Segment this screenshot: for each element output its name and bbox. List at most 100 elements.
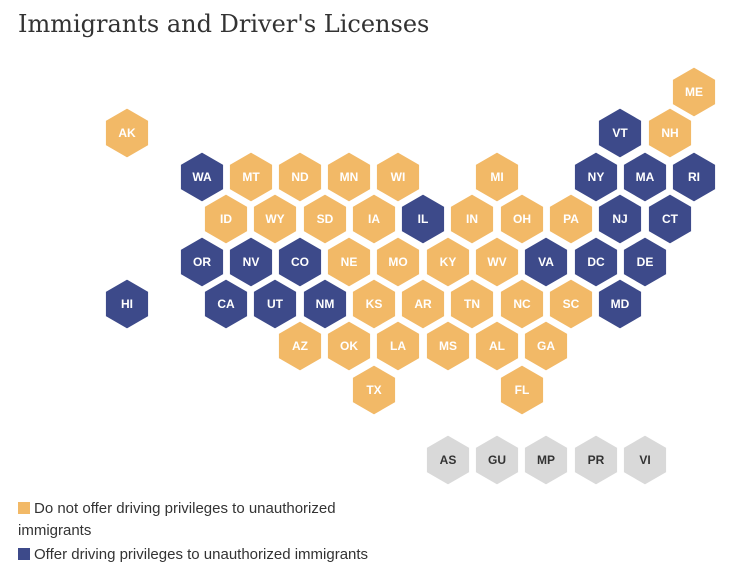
hex-label: MD	[611, 297, 630, 311]
hex	[424, 235, 472, 289]
hex	[399, 277, 447, 331]
hex-label: NE	[341, 255, 358, 269]
hex	[202, 192, 250, 246]
hex-map: ME AK VT NH WA MT ND MN WI MI NY MA RI ID WY SD IA IL IN OH…	[103, 65, 718, 487]
hex-label: DC	[587, 255, 605, 269]
hex-label: NM	[316, 297, 335, 311]
hex-label: KS	[366, 297, 383, 311]
title: Immigrants and Driver's Licenses	[18, 10, 430, 38]
hex-label: AK	[118, 126, 136, 140]
hex	[399, 192, 447, 246]
hex-label: ID	[220, 212, 232, 226]
hex-label: WI	[391, 170, 406, 184]
hex	[621, 150, 669, 204]
hex-label: IL	[418, 212, 429, 226]
hex-label: NV	[243, 255, 260, 269]
hex	[251, 192, 299, 246]
hex	[350, 363, 398, 417]
hex-label: IN	[466, 212, 478, 226]
hex-label: CA	[217, 297, 235, 311]
hex	[621, 433, 669, 487]
hex	[522, 319, 570, 373]
hex-label: WY	[265, 212, 284, 226]
legend: Do not offer driving privileges to unaut…	[18, 498, 378, 568]
hex-label: AZ	[292, 339, 308, 353]
hex	[473, 319, 521, 373]
hex-label: MN	[340, 170, 359, 184]
hex	[424, 319, 472, 373]
hex-label: ME	[685, 85, 703, 99]
hex-label: SD	[317, 212, 334, 226]
hex	[374, 235, 422, 289]
hex-label: NC	[513, 297, 531, 311]
hex-label: AR	[414, 297, 432, 311]
hex	[473, 150, 521, 204]
legend-item: Do not offer driving privileges to unaut…	[18, 498, 378, 542]
legend-swatch	[18, 548, 30, 560]
hex	[596, 277, 644, 331]
hex	[621, 235, 669, 289]
hex-label: RI	[688, 170, 700, 184]
hex	[301, 192, 349, 246]
hex-label: WA	[192, 170, 212, 184]
hex	[522, 235, 570, 289]
hex	[325, 235, 373, 289]
hex-label: HI	[121, 297, 133, 311]
hex	[227, 235, 275, 289]
hex	[572, 433, 620, 487]
hex-label: MT	[242, 170, 260, 184]
hex	[178, 235, 226, 289]
hex	[547, 192, 595, 246]
hex	[646, 106, 694, 160]
hex-label: AS	[440, 453, 457, 467]
hex-label: NJ	[612, 212, 627, 226]
hex	[103, 277, 151, 331]
hex-label: NY	[588, 170, 605, 184]
hex-label: GA	[537, 339, 555, 353]
hex-label: DE	[637, 255, 654, 269]
hex	[473, 433, 521, 487]
hex-label: OR	[193, 255, 211, 269]
hex-label: MO	[388, 255, 407, 269]
hex-label: LA	[390, 339, 406, 353]
hex-label: NH	[661, 126, 678, 140]
hex	[227, 150, 275, 204]
hex	[448, 277, 496, 331]
hex	[670, 65, 718, 119]
hex-label: TN	[464, 297, 480, 311]
hex	[103, 106, 151, 160]
hex-label: MI	[490, 170, 503, 184]
hex-label: PR	[588, 453, 605, 467]
hex-label: VA	[538, 255, 554, 269]
hex-label: UT	[267, 297, 284, 311]
hex	[374, 150, 422, 204]
hex	[301, 277, 349, 331]
hex-label: SC	[563, 297, 580, 311]
hex	[498, 277, 546, 331]
hex-label: KY	[440, 255, 457, 269]
legend-item: Offer driving privileges to unauthorized…	[18, 544, 378, 566]
legend-label: Offer driving privileges to unauthorized…	[34, 546, 369, 563]
hex	[572, 150, 620, 204]
hex-label: TX	[366, 383, 381, 397]
hex	[522, 433, 570, 487]
hex	[374, 319, 422, 373]
hex	[498, 192, 546, 246]
hex	[646, 192, 694, 246]
hex	[670, 150, 718, 204]
hex	[276, 235, 324, 289]
hex-label: IA	[368, 212, 380, 226]
legend-label: Do not offer driving privileges to unaut…	[18, 500, 336, 539]
hex-label: MS	[439, 339, 457, 353]
hex-label: CT	[662, 212, 679, 226]
hex-label: FL	[515, 383, 530, 397]
hex	[424, 433, 472, 487]
hex-label: AL	[489, 339, 505, 353]
hex-label: OH	[513, 212, 531, 226]
hex	[178, 150, 226, 204]
hex	[473, 235, 521, 289]
hex	[596, 192, 644, 246]
hex-label: GU	[488, 453, 506, 467]
hex	[202, 277, 250, 331]
